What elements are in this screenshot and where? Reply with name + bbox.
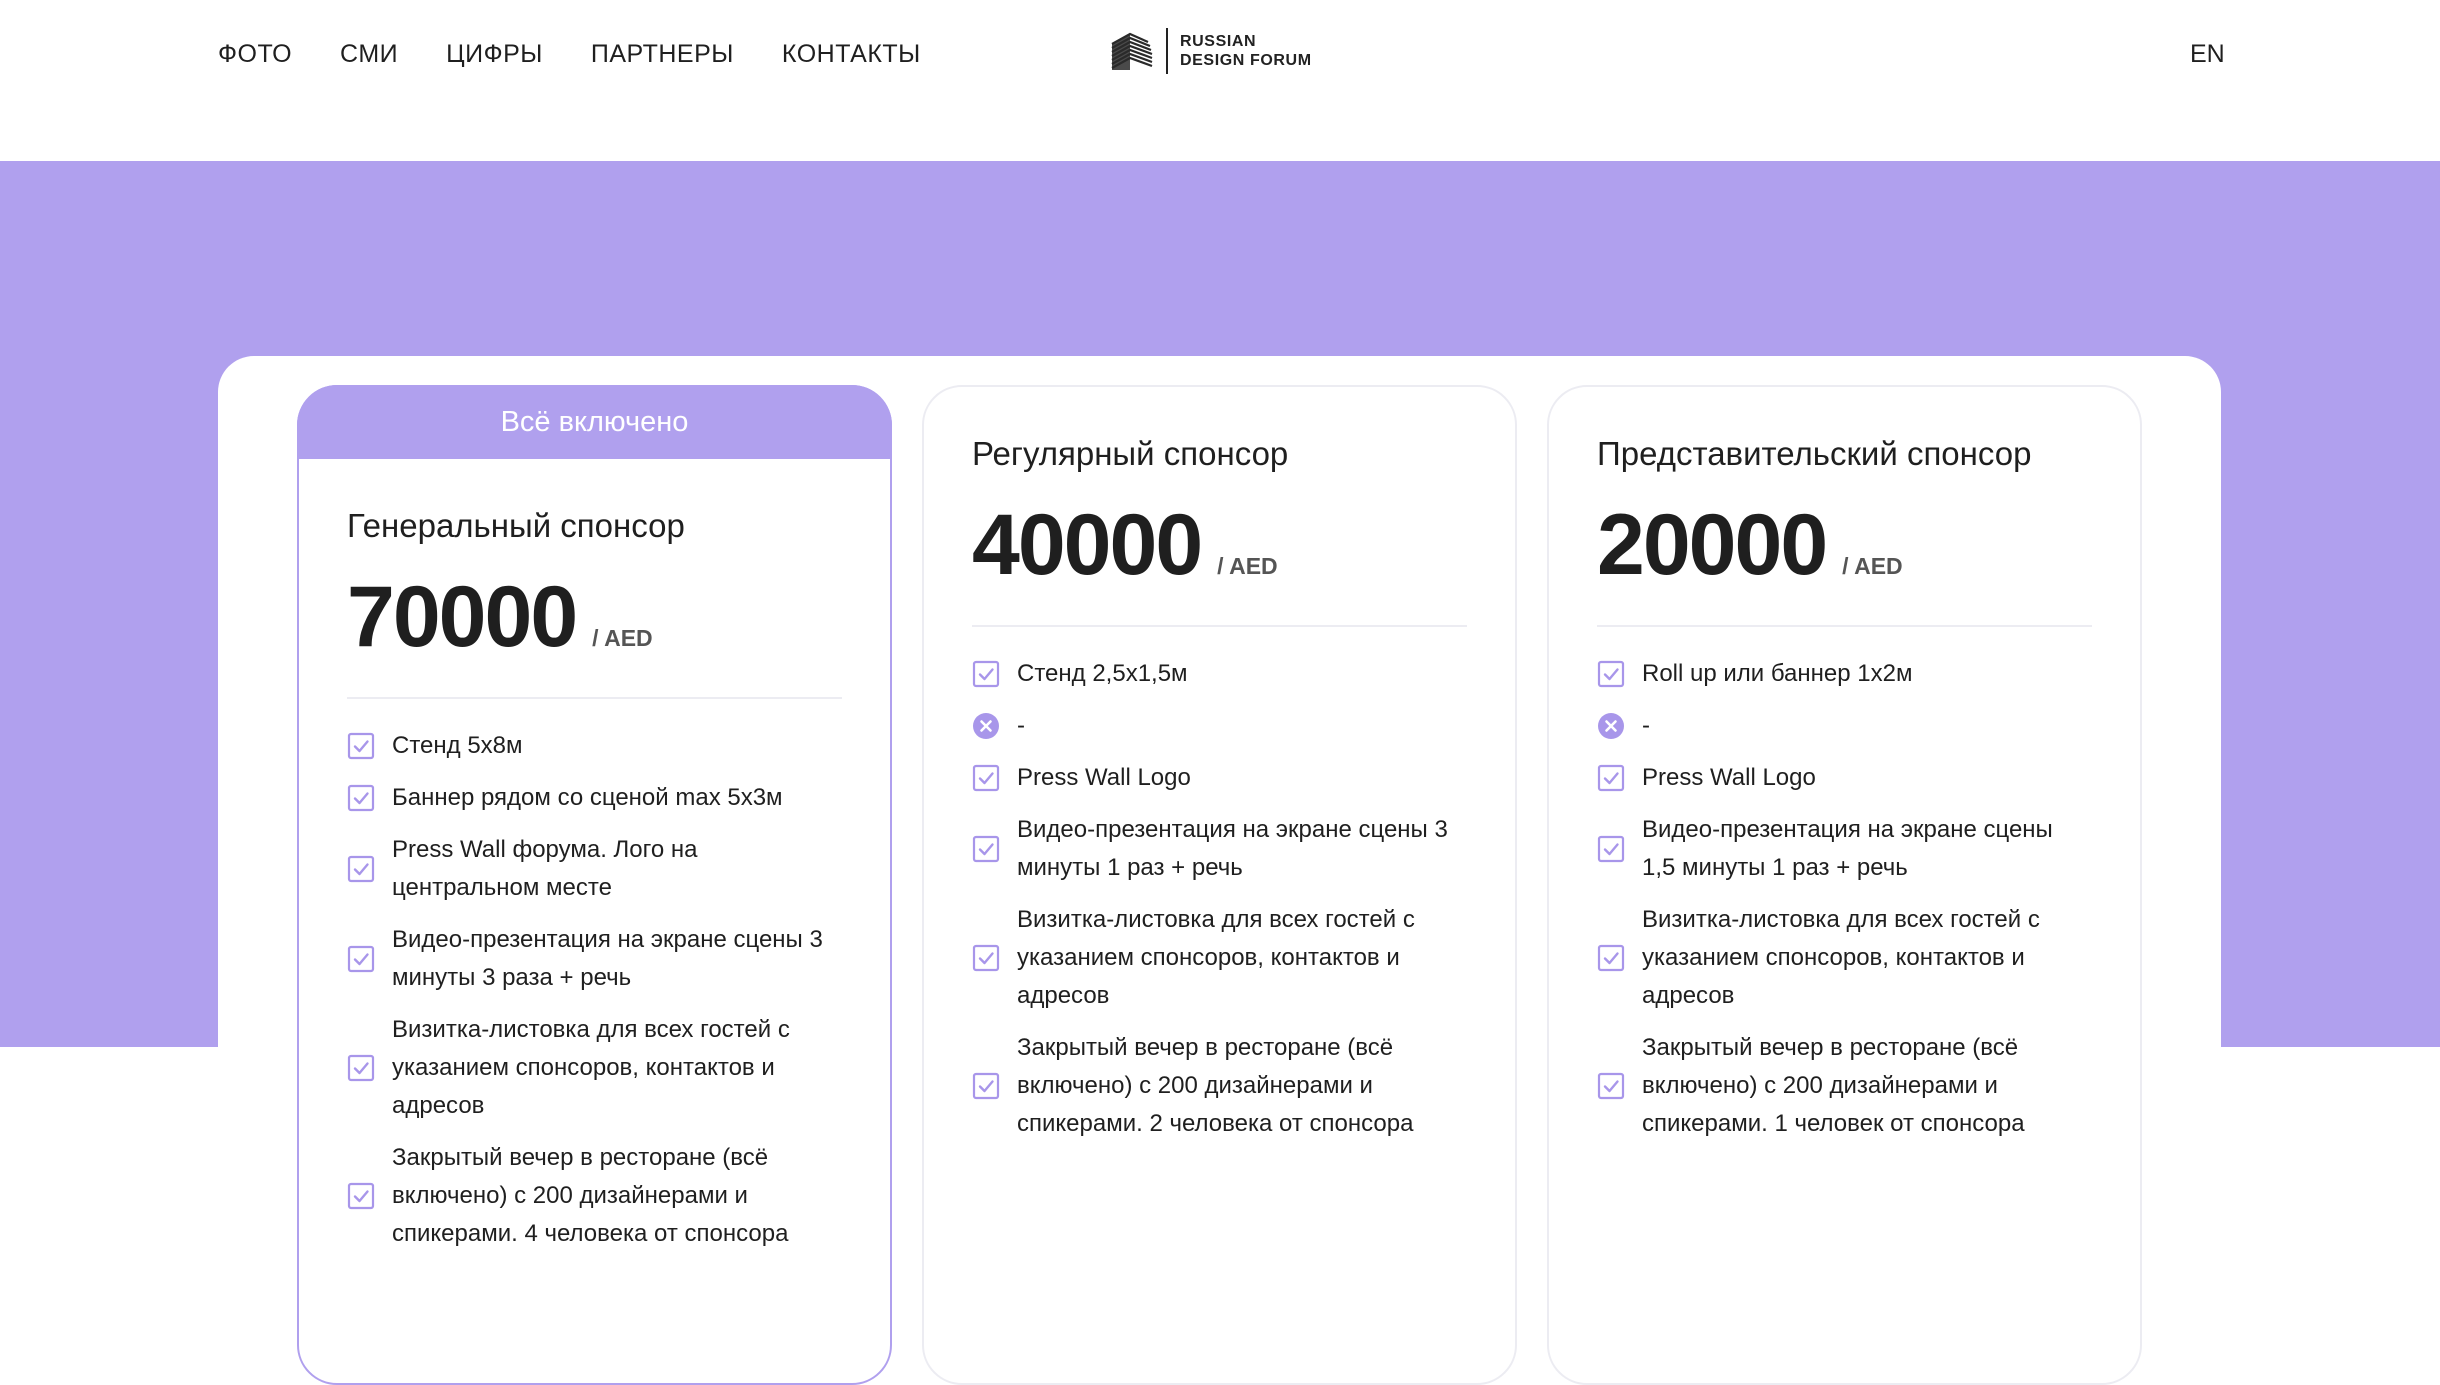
pricing-card-general: Всё включено Генеральный спонсор 70000 /…: [297, 385, 892, 1385]
price-currency: / AED: [1842, 553, 1903, 579]
logo-divider: [1166, 28, 1168, 74]
checkbox-check-icon: [1597, 660, 1625, 688]
price-row: 70000 / AED: [347, 567, 842, 667]
price-row: 20000 / AED: [1597, 495, 2092, 595]
feature-item: Закрытый вечер в ресторане (всё включено…: [972, 1029, 1467, 1143]
feature-item: -: [1597, 707, 2092, 745]
feature-text: Закрытый вечер в ресторане (всё включено…: [1642, 1034, 2025, 1137]
checkbox-check-icon: [347, 855, 375, 883]
feature-item: Визитка-листовка для всех гостей с указа…: [1597, 901, 2092, 1015]
price-value: 70000: [347, 569, 578, 665]
nav-partners[interactable]: ПАРТНЕРЫ: [590, 40, 734, 68]
cross-circle-icon: [972, 712, 1000, 740]
checkbox-check-icon: [1597, 1072, 1625, 1100]
site-logo[interactable]: RUSSIAN DESIGN FORUM: [1108, 28, 1312, 74]
feature-list: Стенд 5х8м Баннер рядом со сценой max 5x3…: [347, 727, 842, 1253]
checkbox-check-icon: [347, 1182, 375, 1210]
pricing-card-representative: Представительский спонсор 20000 / AED Ro…: [1547, 385, 2142, 1385]
feature-item: -: [972, 707, 1467, 745]
feature-text: Press Wall форума. Лого на центральном м…: [392, 836, 698, 901]
pricing-card-regular: Регулярный спонсор 40000 / AED Стенд 2,5…: [922, 385, 1517, 1385]
striped-building-icon: [1111, 32, 1153, 70]
language-switch[interactable]: EN: [2190, 40, 2225, 68]
feature-text: Баннер рядом со сценой max 5x3м: [392, 784, 783, 811]
feature-item: Видео-презентация на экране сцены 3 мину…: [972, 811, 1467, 887]
feature-item: Стенд 2,5х1,5м: [972, 655, 1467, 693]
logo-line-1: RUSSIAN: [1180, 33, 1257, 50]
feature-list: Roll up или баннер 1х2м - Press Wall Logo В…: [1597, 655, 2092, 1143]
feature-text: Roll up или баннер 1х2м: [1642, 660, 1913, 687]
feature-item: Roll up или баннер 1х2м: [1597, 655, 2092, 693]
checkbox-check-icon: [347, 732, 375, 760]
feature-item: Стенд 5х8м: [347, 727, 842, 765]
checkbox-check-icon: [1597, 835, 1625, 863]
checkbox-check-icon: [972, 764, 1000, 792]
checkbox-check-icon: [1597, 944, 1625, 972]
feature-item: Press Wall Logo: [972, 759, 1467, 797]
feature-text: Визитка-листовка для всех гостей с указа…: [1017, 906, 1415, 1009]
feature-item: Баннер рядом со сценой max 5x3м: [347, 779, 842, 817]
logo-line-2: DESIGN FORUM: [1180, 52, 1312, 69]
feature-text: Визитка-листовка для всех гостей с указа…: [1642, 906, 2040, 1009]
checkbox-check-icon: [347, 945, 375, 973]
feature-item: Визитка-листовка для всех гостей с указа…: [972, 901, 1467, 1015]
card-title: Представительский спонсор: [1597, 435, 2032, 472]
cross-circle-icon: [1597, 712, 1625, 740]
checkbox-check-icon: [972, 1072, 1000, 1100]
feature-item: Закрытый вечер в ресторане (всё включено…: [1597, 1029, 2092, 1143]
checkbox-check-icon: [1597, 764, 1625, 792]
feature-text: Видео-презентация на экране сцены 3 мину…: [392, 926, 823, 991]
checkbox-check-icon: [972, 835, 1000, 863]
feature-item: Видео-презентация на экране сцены 1,5 ми…: [1597, 811, 2092, 887]
feature-text: Стенд 2,5х1,5м: [1017, 660, 1188, 687]
checkbox-check-icon: [347, 1054, 375, 1082]
feature-text: -: [1017, 712, 1025, 739]
feature-item: Закрытый вечер в ресторане (всё включено…: [347, 1139, 842, 1253]
price-row: 40000 / AED: [972, 495, 1467, 595]
feature-item: Press Wall форума. Лого на центральном м…: [347, 831, 842, 907]
price-value: 40000: [972, 497, 1203, 593]
feature-item: Видео-презентация на экране сцены 3 мину…: [347, 921, 842, 997]
feature-item: Press Wall Logo: [1597, 759, 2092, 797]
feature-text: -: [1642, 712, 1650, 739]
main-nav: ФОТО СМИ ЦИФРЫ ПАРТНЕРЫ КОНТАКТЫ: [218, 38, 969, 70]
feature-text: Видео-презентация на экране сцены 1,5 ми…: [1642, 816, 2053, 881]
feature-text: Press Wall Logo: [1642, 764, 1816, 791]
feature-text: Press Wall Logo: [1017, 764, 1191, 791]
nav-photo[interactable]: ФОТО: [218, 40, 293, 68]
card-divider: [347, 697, 842, 699]
feature-text: Видео-презентация на экране сцены 3 мину…: [1017, 816, 1448, 881]
feature-text: Закрытый вечер в ресторане (всё включено…: [1017, 1034, 1414, 1137]
feature-list: Стенд 2,5х1,5м - Press Wall Logo Видео-през…: [972, 655, 1467, 1143]
checkbox-check-icon: [972, 660, 1000, 688]
all-inclusive-badge: Всё включено: [297, 385, 892, 459]
feature-text: Закрытый вечер в ресторане (всё включено…: [392, 1144, 789, 1247]
card-title: Генеральный спонсор: [347, 507, 685, 544]
site-header: ФОТО СМИ ЦИФРЫ ПАРТНЕРЫ КОНТАКТЫ RUSSIAN…: [0, 0, 2440, 161]
feature-text: Стенд 5х8м: [392, 732, 523, 759]
nav-contacts[interactable]: КОНТАКТЫ: [781, 40, 921, 68]
feature-item: Визитка-листовка для всех гостей с указа…: [347, 1011, 842, 1125]
logo-wordmark: RUSSIAN DESIGN FORUM: [1180, 32, 1312, 70]
checkbox-check-icon: [347, 784, 375, 812]
nav-numbers[interactable]: ЦИФРЫ: [446, 40, 543, 68]
checkbox-check-icon: [972, 944, 1000, 972]
card-divider: [972, 625, 1467, 627]
card-divider: [1597, 625, 2092, 627]
price-currency: / AED: [592, 625, 653, 651]
nav-media[interactable]: СМИ: [340, 40, 399, 68]
price-value: 20000: [1597, 497, 1828, 593]
card-title: Регулярный спонсор: [972, 435, 1289, 472]
feature-text: Визитка-листовка для всех гостей с указа…: [392, 1016, 790, 1119]
price-currency: / AED: [1217, 553, 1278, 579]
